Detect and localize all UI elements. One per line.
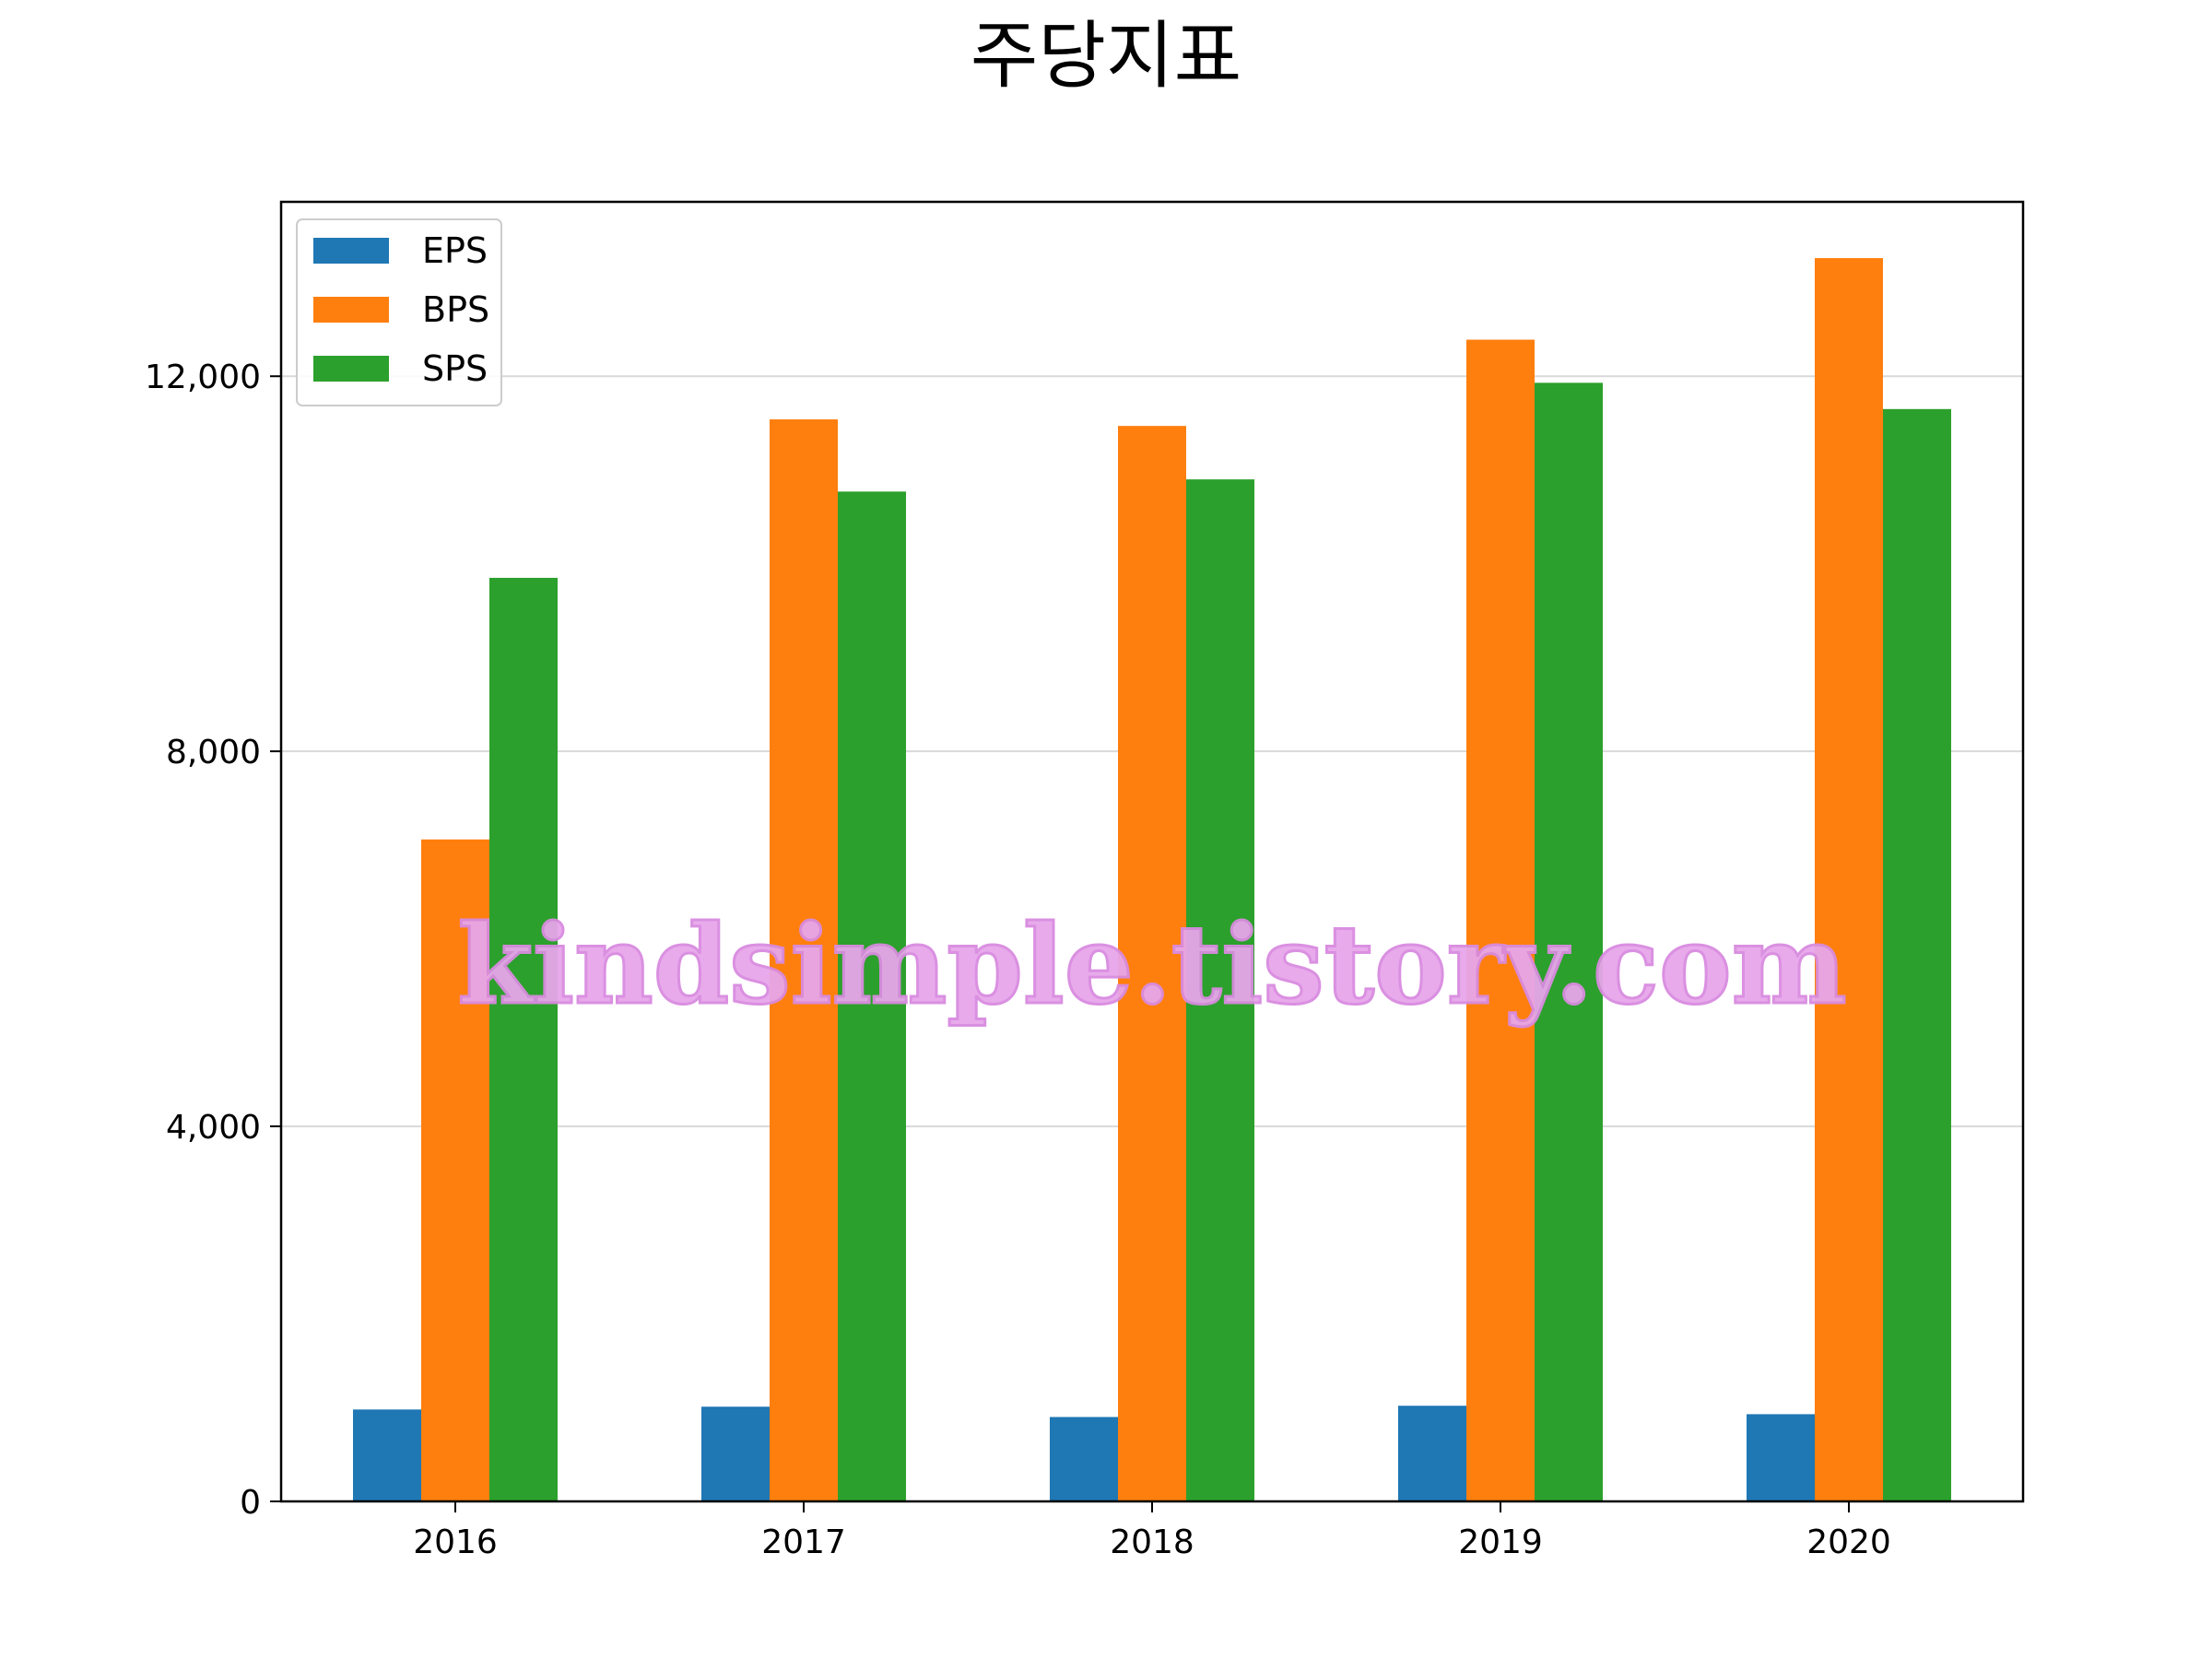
x-tick-label: 2017 xyxy=(761,1524,846,1561)
legend-swatch-sps xyxy=(313,356,389,382)
plot-frame xyxy=(279,200,2025,1503)
bar-eps-2019 xyxy=(1398,1406,1466,1501)
bar-bps-2020 xyxy=(1815,258,1883,1502)
legend-swatch-eps xyxy=(313,238,389,264)
chart-title: 주당지표 xyxy=(971,13,1241,99)
bar-bps-2019 xyxy=(1466,339,1535,1502)
bar-bps-2016 xyxy=(421,839,489,1501)
bar-eps-2018 xyxy=(1050,1417,1118,1501)
bar-sps-2018 xyxy=(1186,479,1254,1502)
x-axis: 2016 2017 2018 2019 2020 xyxy=(413,1501,1891,1561)
bar-sps-2016 xyxy=(489,577,558,1501)
bar-eps-2016 xyxy=(353,1409,421,1501)
bar-bps-2018 xyxy=(1118,426,1186,1501)
bar-eps-2017 xyxy=(701,1406,770,1501)
y-tick-label: 12,000 xyxy=(145,359,261,396)
bar-bps-2017 xyxy=(770,419,838,1501)
bar-sps-2020 xyxy=(1883,408,1951,1501)
x-tick-label: 2016 xyxy=(413,1524,498,1561)
x-tick-label: 2018 xyxy=(1110,1524,1194,1561)
x-tick-label: 2020 xyxy=(1806,1524,1891,1561)
legend-label-sps: SPS xyxy=(422,348,488,389)
y-tick-label: 4,000 xyxy=(166,1109,261,1147)
y-tick-label: 0 xyxy=(240,1484,261,1522)
bar-eps-2020 xyxy=(1747,1414,1815,1501)
legend-label-eps: EPS xyxy=(422,230,488,271)
legend-swatch-bps xyxy=(313,297,389,323)
bars xyxy=(353,258,1951,1502)
y-axis: 0 4,000 8,000 12,000 xyxy=(145,359,281,1522)
legend: EPS BPS SPS xyxy=(296,218,502,406)
legend-label-bps: BPS xyxy=(422,289,489,330)
y-tick-label: 8,000 xyxy=(166,734,261,771)
bar-sps-2019 xyxy=(1535,382,1603,1501)
bar-sps-2017 xyxy=(838,491,906,1502)
x-tick-label: 2019 xyxy=(1458,1524,1543,1561)
watermark: kindsimple.tistory.com xyxy=(457,900,1846,1029)
